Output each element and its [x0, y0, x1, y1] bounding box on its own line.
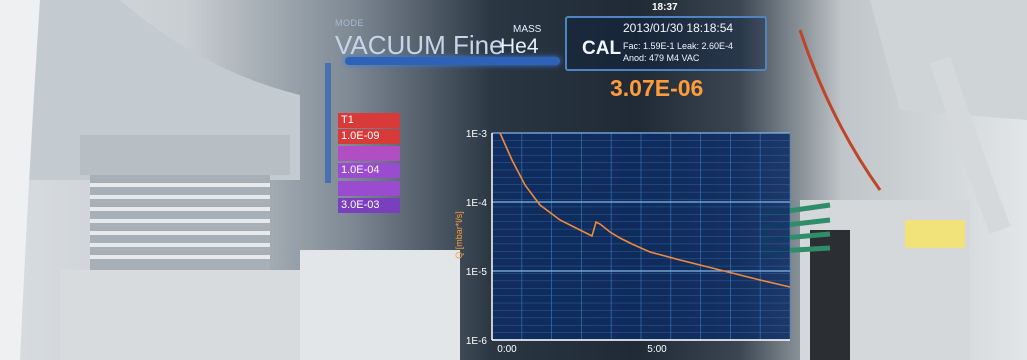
y-axis-title: Q [mbar*l/s] — [454, 211, 464, 259]
hud-accent-bar — [345, 57, 560, 65]
threshold-label: T1 — [341, 114, 354, 126]
warning-label — [905, 220, 965, 248]
hud-side-bar — [325, 63, 331, 183]
anode-values: Anod: 479 M4 VAC — [623, 53, 700, 63]
threshold-tile — [338, 181, 400, 196]
timestamp: 2013/01/30 18:18:54 — [623, 21, 734, 35]
threshold-label: 1.0E-04 — [341, 164, 380, 176]
calibration-panel — [565, 16, 767, 71]
cal-label: CAL — [582, 38, 622, 59]
threshold-tile: 3.0E-03 — [338, 198, 400, 213]
fac-leak-values: Fac: 1.59E-1 Leak: 2.60E-4 — [623, 41, 734, 51]
mode-label: MODE — [335, 18, 364, 28]
y-tick-label: 1E-3 — [466, 129, 488, 140]
clock-readout: 18:37 — [652, 2, 678, 13]
mode-value: VACUUM Fine — [335, 30, 504, 60]
y-tick-label: 1E-6 — [466, 336, 488, 347]
threshold-tile — [338, 146, 400, 161]
leak-rate-curve — [499, 132, 791, 288]
bellows-ribs — [90, 183, 270, 259]
y-tick-label: 1E-5 — [466, 267, 488, 278]
base-block — [300, 250, 460, 360]
x-tick-label: 0:00 — [497, 344, 517, 355]
mass-label: MASS — [513, 24, 542, 35]
threshold-tile: 1.0E-04 — [338, 163, 400, 178]
flex-hose — [929, 56, 1011, 234]
upper-flange — [80, 135, 290, 175]
leak-rate-reading: 3.07E-06 — [610, 75, 704, 101]
green-cables — [759, 202, 831, 255]
red-cable — [798, 29, 882, 191]
left-pillar — [0, 0, 40, 360]
y-tick-label: 1E-4 — [466, 198, 488, 209]
x-tick-label: 5:00 — [647, 344, 667, 355]
threshold-tile: 1.0E-09 — [338, 129, 400, 144]
mass-value: He4 — [500, 35, 539, 58]
sensor-panel — [810, 230, 850, 360]
threshold-label: 3.0E-03 — [341, 199, 380, 211]
threshold-label: 1.0E-09 — [341, 130, 380, 142]
threshold-tile: T1 — [338, 113, 400, 128]
base-housing — [60, 270, 330, 360]
